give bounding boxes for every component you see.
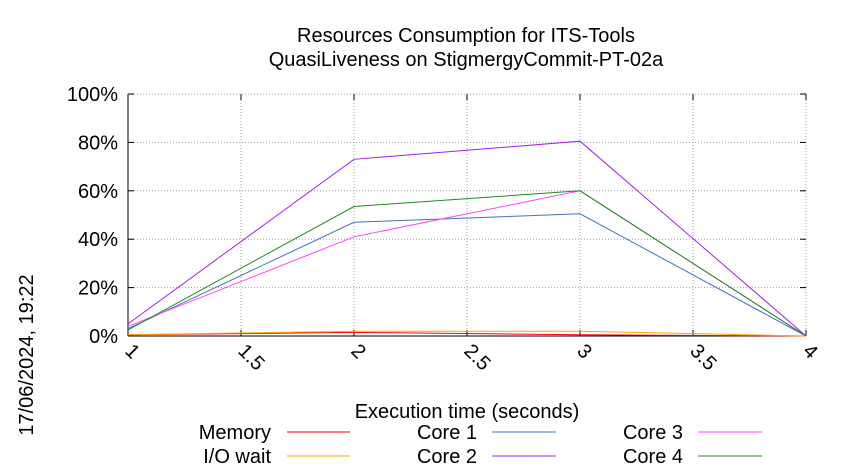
y-tick-label: 60% bbox=[78, 181, 118, 203]
x-tick-label: 1.5 bbox=[233, 340, 268, 375]
series-line-core-3 bbox=[127, 190, 807, 337]
legend-label-core-3: Core 3 bbox=[623, 422, 683, 444]
y-tick-label: 100% bbox=[67, 84, 118, 106]
y-tick-label: 0% bbox=[89, 326, 118, 348]
legend-label-i-o-wait: I/O wait bbox=[203, 446, 271, 468]
legend-label-core-4: Core 4 bbox=[623, 446, 683, 468]
grid-lines bbox=[127, 93, 807, 337]
series-line-core-4 bbox=[127, 190, 807, 337]
series-line-core-2 bbox=[127, 140, 807, 337]
x-tick-label: 1 bbox=[120, 340, 143, 363]
series-line-core-1 bbox=[127, 213, 807, 337]
chart-title-line2: QuasiLiveness on StigmergyCommit-PT-02a bbox=[269, 49, 664, 71]
legend-label-core-2: Core 2 bbox=[417, 446, 477, 468]
x-tick-label: 3 bbox=[572, 340, 595, 363]
y-tick-label: 40% bbox=[78, 229, 118, 251]
x-tick-label: 4 bbox=[798, 340, 821, 363]
y-tick-label: 80% bbox=[78, 132, 118, 154]
x-tick-label: 2.5 bbox=[459, 340, 494, 375]
timestamp-label: 17/06/2024, 19:22 bbox=[16, 274, 38, 435]
legend-label-memory: Memory bbox=[199, 422, 271, 444]
x-tick-label: 2 bbox=[346, 340, 369, 363]
x-axis-label: Execution time (seconds) bbox=[355, 401, 580, 423]
series-line-memory bbox=[127, 331, 807, 337]
x-tick-label: 3.5 bbox=[685, 340, 720, 375]
legend-label-core-1: Core 1 bbox=[417, 422, 477, 444]
y-tick-label: 20% bbox=[78, 278, 118, 300]
series-lines bbox=[127, 140, 807, 337]
series-line-i-o-wait bbox=[127, 330, 807, 337]
chart-title-line1: Resources Consumption for ITS-Tools bbox=[297, 25, 635, 47]
